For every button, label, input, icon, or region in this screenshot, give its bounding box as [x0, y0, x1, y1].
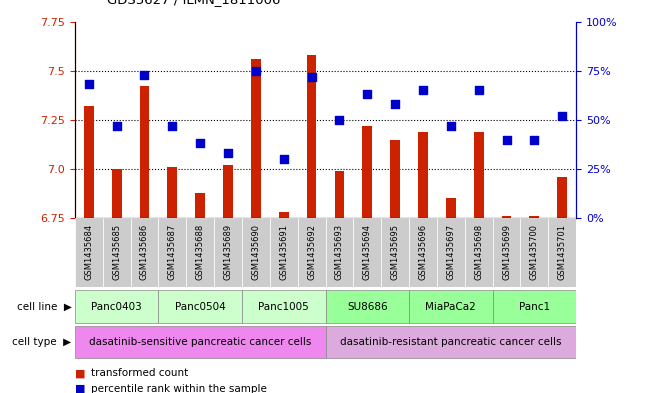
- Bar: [75, 290, 158, 323]
- Point: [195, 140, 206, 147]
- Text: ■: ■: [75, 368, 85, 378]
- Bar: [418, 132, 428, 218]
- Point: [139, 72, 150, 78]
- Text: GSM1435685: GSM1435685: [112, 224, 121, 280]
- Point: [223, 150, 233, 156]
- Bar: [279, 212, 288, 218]
- Bar: [409, 218, 437, 287]
- Text: SU8686: SU8686: [347, 301, 387, 312]
- Bar: [335, 171, 344, 218]
- Bar: [112, 169, 122, 218]
- Bar: [548, 218, 576, 287]
- Text: GSM1435700: GSM1435700: [530, 224, 539, 279]
- Bar: [167, 167, 177, 218]
- Bar: [223, 165, 233, 218]
- Bar: [363, 126, 372, 218]
- Text: GSM1435699: GSM1435699: [502, 224, 511, 279]
- Bar: [381, 218, 409, 287]
- Bar: [103, 218, 131, 287]
- Point: [557, 113, 568, 119]
- Text: GSM1435688: GSM1435688: [196, 224, 204, 280]
- Text: percentile rank within the sample: percentile rank within the sample: [91, 384, 267, 393]
- Text: GSM1435694: GSM1435694: [363, 224, 372, 279]
- Text: GSM1435684: GSM1435684: [84, 224, 93, 280]
- Bar: [131, 218, 158, 287]
- Text: MiaPaCa2: MiaPaCa2: [426, 301, 476, 312]
- Point: [418, 87, 428, 94]
- Bar: [529, 216, 539, 218]
- Bar: [139, 86, 149, 218]
- Text: GSM1435691: GSM1435691: [279, 224, 288, 279]
- Bar: [446, 198, 456, 218]
- Bar: [557, 177, 567, 218]
- Text: GSM1435687: GSM1435687: [168, 224, 177, 280]
- Text: GSM1435686: GSM1435686: [140, 224, 149, 280]
- Text: Panc1005: Panc1005: [258, 301, 309, 312]
- Bar: [493, 290, 576, 323]
- Bar: [409, 290, 493, 323]
- Text: dasatinib-resistant pancreatic cancer cells: dasatinib-resistant pancreatic cancer ce…: [340, 337, 562, 347]
- Point: [111, 123, 122, 129]
- Text: cell type  ▶: cell type ▶: [12, 337, 72, 347]
- Bar: [214, 218, 242, 287]
- Point: [83, 81, 94, 88]
- Bar: [186, 218, 214, 287]
- Text: GDS5627 / ILMN_1811006: GDS5627 / ILMN_1811006: [107, 0, 281, 6]
- Text: GSM1435689: GSM1435689: [223, 224, 232, 280]
- Point: [501, 136, 512, 143]
- Text: GSM1435692: GSM1435692: [307, 224, 316, 279]
- Text: cell line  ▶: cell line ▶: [17, 301, 72, 312]
- Text: Panc0403: Panc0403: [91, 301, 142, 312]
- Bar: [251, 59, 261, 218]
- Bar: [493, 218, 520, 287]
- Point: [362, 91, 372, 97]
- Point: [390, 101, 400, 107]
- Bar: [307, 55, 316, 218]
- Bar: [326, 290, 409, 323]
- Text: GSM1435690: GSM1435690: [251, 224, 260, 279]
- Point: [279, 156, 289, 162]
- Bar: [84, 106, 94, 218]
- Bar: [437, 218, 465, 287]
- Text: dasatinib-sensitive pancreatic cancer cells: dasatinib-sensitive pancreatic cancer ce…: [89, 337, 311, 347]
- Text: GSM1435693: GSM1435693: [335, 224, 344, 280]
- Bar: [158, 218, 186, 287]
- Text: GSM1435697: GSM1435697: [447, 224, 455, 280]
- Bar: [242, 290, 326, 323]
- Bar: [502, 216, 512, 218]
- Bar: [474, 132, 484, 218]
- Point: [167, 123, 178, 129]
- Bar: [326, 218, 353, 287]
- Text: GSM1435701: GSM1435701: [558, 224, 567, 279]
- Point: [445, 123, 456, 129]
- Point: [473, 87, 484, 94]
- Bar: [353, 218, 381, 287]
- Text: GSM1435698: GSM1435698: [474, 224, 483, 280]
- Text: ■: ■: [75, 384, 85, 393]
- Bar: [195, 193, 205, 218]
- Point: [251, 68, 261, 74]
- Bar: [75, 326, 326, 358]
- Point: [529, 136, 540, 143]
- Bar: [298, 218, 326, 287]
- Bar: [242, 218, 270, 287]
- Text: GSM1435695: GSM1435695: [391, 224, 400, 279]
- Text: GSM1435696: GSM1435696: [419, 224, 428, 280]
- Bar: [75, 218, 103, 287]
- Bar: [326, 326, 576, 358]
- Point: [307, 73, 317, 80]
- Bar: [270, 218, 298, 287]
- Text: Panc1: Panc1: [519, 301, 550, 312]
- Bar: [465, 218, 493, 287]
- Text: transformed count: transformed count: [91, 368, 188, 378]
- Text: Panc0504: Panc0504: [175, 301, 225, 312]
- Point: [334, 117, 344, 123]
- Bar: [520, 218, 548, 287]
- Bar: [158, 290, 242, 323]
- Bar: [390, 140, 400, 218]
